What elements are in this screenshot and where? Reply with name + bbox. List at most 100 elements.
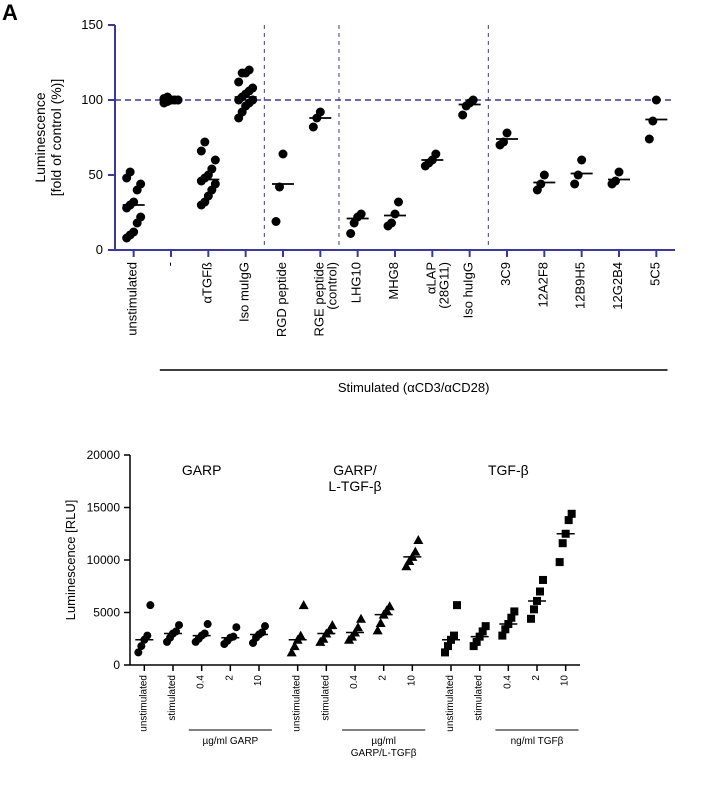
- x-category-label: αLAP(28G11): [423, 262, 451, 309]
- stimulated-label: Stimulated (αCD3/αCD28): [338, 380, 490, 395]
- data-point: [536, 180, 545, 189]
- data-point: [503, 129, 512, 138]
- x-category-label: 5C5: [647, 262, 662, 286]
- data-point: [536, 588, 544, 596]
- data-point: [394, 198, 403, 207]
- data-point: [574, 171, 583, 180]
- data-point: [540, 171, 549, 180]
- data-point: [539, 576, 547, 584]
- x-category-label: 3C9: [498, 262, 513, 286]
- data-point: [204, 620, 212, 628]
- ytick-label: 15000: [87, 501, 121, 515]
- x-category-label: 2: [531, 675, 542, 681]
- group-sublabel: µg/ml GARP: [202, 736, 258, 747]
- data-point: [207, 165, 216, 174]
- ytick-label: 20000: [87, 448, 121, 462]
- data-point: [211, 180, 220, 189]
- ytick-label: 0: [113, 658, 120, 672]
- data-point: [234, 78, 243, 87]
- data-point: [391, 210, 400, 219]
- x-category-label: 12A2F8: [535, 262, 550, 308]
- ytick-label: 50: [89, 167, 103, 182]
- data-point: [126, 168, 135, 177]
- x-category-label: Iso muIgG: [237, 262, 252, 322]
- data-point: [261, 622, 269, 630]
- data-point: [229, 633, 237, 641]
- data-point: [458, 111, 467, 120]
- x-category-label: unstimulated: [292, 675, 303, 732]
- data-point: [232, 623, 240, 631]
- data-point: [385, 601, 395, 610]
- data-point: [611, 177, 620, 186]
- chart-b: 0 5000 10000 15000 20000 Luminescence [RLU] un…: [50, 440, 610, 790]
- data-point: [129, 228, 138, 237]
- x-category-label: unstimulated: [445, 675, 456, 732]
- x-category-label: MHG8: [386, 262, 401, 300]
- x-category-label: 10: [560, 675, 571, 687]
- chart-a: 0 50 100 150 Luminescence[fold of control (%…: [10, 10, 704, 400]
- x-category-label: 0.4: [502, 675, 513, 689]
- ytick-label: 0: [96, 242, 103, 257]
- data-point: [299, 600, 309, 609]
- y-axis-label: Luminescence[fold of control (%)]: [32, 79, 64, 197]
- group-sublabel: ng/ml TGFβ: [511, 736, 564, 747]
- x-category-label: 12B9H5: [573, 262, 588, 309]
- data-point: [530, 605, 538, 613]
- data-point: [146, 601, 154, 609]
- data-point: [450, 632, 458, 640]
- x-category-label: 2: [224, 675, 235, 681]
- data-point: [327, 620, 337, 629]
- y-axis-label: Luminescence [RLU]: [63, 500, 78, 621]
- data-point: [410, 547, 420, 556]
- data-point: [482, 622, 490, 630]
- ytick-label: 150: [81, 17, 103, 32]
- x-category-label: 2: [378, 675, 389, 681]
- data-point: [143, 632, 151, 640]
- ytick-label: 100: [81, 92, 103, 107]
- x-category-label: αTGFß: [199, 262, 214, 304]
- data-point: [357, 210, 366, 219]
- data-point: [346, 229, 355, 238]
- data-point: [316, 108, 325, 117]
- data-point: [570, 180, 579, 189]
- group-sublabel: GARP/L-TGFβ: [351, 748, 417, 759]
- x-category-label: RGD peptide: [274, 262, 289, 337]
- data-point: [469, 96, 478, 105]
- group-sublabel: µg/ml: [371, 736, 396, 747]
- data-point: [413, 535, 423, 544]
- data-point: [200, 138, 209, 147]
- data-point: [245, 66, 254, 75]
- x-category-label: -: [162, 262, 177, 266]
- data-point: [296, 631, 306, 640]
- x-category-label: unstimulated: [125, 262, 140, 336]
- data-point: [556, 558, 564, 566]
- group-label: TGF-β: [488, 462, 529, 478]
- data-point: [197, 147, 206, 156]
- x-category-label: 0.4: [196, 675, 207, 689]
- ytick-label: 10000: [87, 553, 121, 567]
- x-category-label: stimulated: [320, 675, 331, 721]
- group-label: GARP/: [333, 462, 377, 478]
- data-point: [136, 213, 145, 222]
- x-category-label: unstimulated: [138, 675, 149, 732]
- data-point: [431, 150, 440, 159]
- x-category-label: stimulated: [474, 675, 485, 721]
- data-point: [652, 96, 661, 105]
- data-point: [353, 622, 363, 631]
- data-point: [387, 219, 396, 228]
- data-point: [527, 615, 535, 623]
- data-point: [645, 135, 654, 144]
- x-category-label: 10: [253, 675, 264, 687]
- data-point: [376, 618, 386, 627]
- x-category-label: LHG10: [349, 262, 364, 303]
- data-point: [211, 156, 220, 165]
- data-point: [577, 156, 586, 165]
- data-point: [510, 607, 518, 615]
- ytick-label: 5000: [93, 606, 120, 620]
- x-category-label: RGE peptide(control): [311, 262, 339, 336]
- data-point: [248, 84, 257, 93]
- data-point: [356, 614, 366, 623]
- data-point: [453, 601, 461, 609]
- data-point: [272, 217, 281, 226]
- x-category-label: stimulated: [167, 675, 178, 721]
